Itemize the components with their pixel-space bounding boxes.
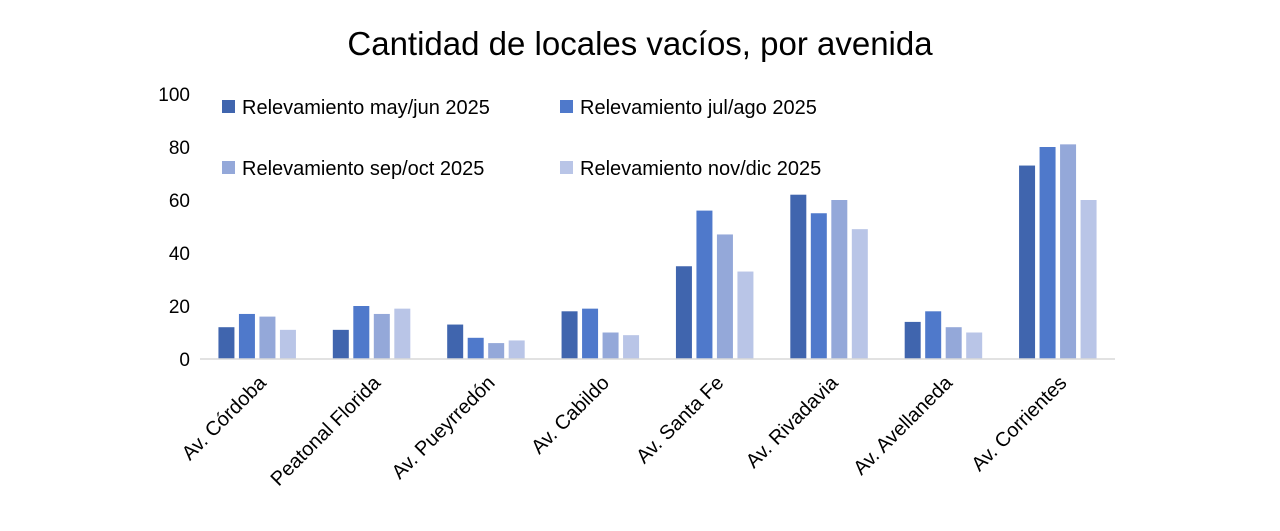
- bar: [945, 327, 962, 359]
- legend-swatch: [222, 100, 235, 113]
- y-tick-label: 80: [169, 138, 190, 159]
- y-axis: 0 20 40 60 80 100: [158, 85, 190, 371]
- y-tick-label: 0: [179, 350, 190, 371]
- x-tick-label: Av. Corrientes: [967, 372, 1071, 476]
- bar: [675, 266, 692, 359]
- bar: [966, 332, 983, 359]
- bar: [561, 311, 578, 359]
- bar: [851, 229, 868, 359]
- y-tick-label: 40: [169, 244, 190, 265]
- legend-label: Relevamiento nov/dic 2025: [580, 158, 821, 180]
- bar: [279, 329, 296, 359]
- bar: [696, 210, 713, 359]
- bar: [623, 335, 640, 359]
- bar: [1060, 144, 1077, 359]
- legend-swatch: [222, 161, 235, 174]
- bar: [831, 200, 848, 359]
- bar: [467, 337, 484, 359]
- x-tick-label: Av. Rivadavia: [742, 371, 843, 472]
- bar: [353, 306, 370, 359]
- y-tick-label: 20: [169, 297, 190, 318]
- bar: [790, 194, 807, 359]
- bar: [716, 234, 733, 359]
- bar: [1080, 200, 1097, 359]
- bar: [259, 316, 276, 359]
- x-tick-label: Av. Santa Fe: [632, 372, 728, 468]
- legend-label: Relevamiento jul/ago 2025: [580, 97, 817, 119]
- bar: [238, 313, 255, 359]
- legend-label: Relevamiento sep/oct 2025: [242, 158, 484, 180]
- x-tick-label: Av. Cabildo: [527, 372, 614, 459]
- y-tick-label: 60: [169, 191, 190, 212]
- bar: [332, 329, 349, 359]
- bar: [373, 313, 390, 359]
- legend-label: Relevamiento may/jun 2025: [242, 97, 490, 119]
- y-tick-label: 100: [158, 85, 190, 106]
- bar: [810, 213, 827, 359]
- legend: Relevamiento may/jun 2025 Relevamiento ju…: [222, 97, 821, 180]
- x-tick-label: Av. Córdoba: [178, 371, 271, 464]
- bar: [488, 343, 505, 359]
- bar: [508, 340, 525, 359]
- bar: [218, 327, 235, 359]
- legend-swatch: [560, 100, 573, 113]
- chart-title: Cantidad de locales vacíos, por avenida: [347, 25, 933, 62]
- plot-area: [218, 144, 1097, 359]
- bar: [582, 308, 599, 359]
- x-tick-label: Peatonal Florida: [267, 371, 386, 490]
- bar: [925, 311, 942, 359]
- bar: [447, 324, 464, 359]
- x-tick-label: Av. Avellaneda: [849, 371, 957, 479]
- bar: [737, 271, 754, 359]
- bar: [602, 332, 619, 359]
- bar: [394, 308, 411, 359]
- bar: [904, 321, 921, 359]
- bar: [1019, 165, 1036, 359]
- legend-swatch: [560, 161, 573, 174]
- bar: [1039, 147, 1056, 359]
- x-tick-label: Av. Pueyrredón: [388, 372, 500, 484]
